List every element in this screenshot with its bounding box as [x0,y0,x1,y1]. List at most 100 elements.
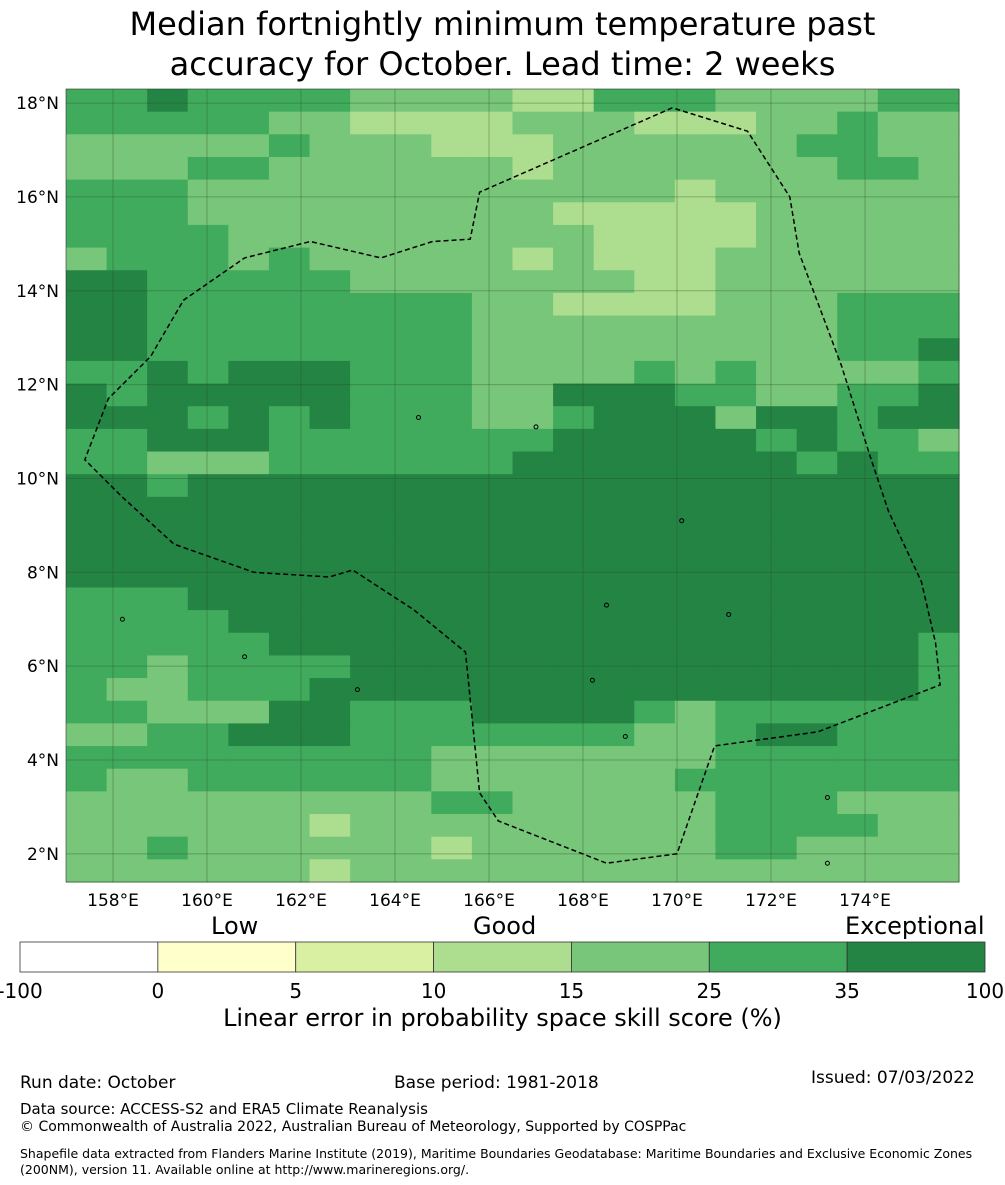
grid-cell [593,179,635,203]
grid-cell [228,632,270,657]
grid-cell [309,270,351,294]
grid-cell [593,655,635,679]
lat-tick-label: 6°N [27,657,59,677]
grid-cell [471,496,514,521]
grid-cell [756,723,798,747]
grid-cell [593,700,635,724]
grid-cell [918,451,960,475]
grid-cell [106,542,148,566]
grid-cell [106,723,148,747]
grid-cell [918,338,960,362]
grid-cell [187,746,229,770]
grid-cell [512,836,554,860]
grid-cell [877,496,920,521]
grid-cell [147,292,189,317]
grid-cell [634,610,676,634]
grid-cell [715,338,757,362]
grid-cell [674,474,717,498]
grid-cell [877,542,920,566]
grid-cell [228,836,270,860]
grid-cell [66,723,108,747]
colorbar-tick-label: 35 [834,979,859,1003]
eez-boundary [83,107,942,864]
grid-cell [309,814,351,838]
colorbar-heading-exceptional: Exceptional [845,912,985,940]
grid-cell [390,791,432,815]
grid-cell [756,655,798,679]
grid-cell [877,723,920,747]
data-source: Data source: ACCESS-S2 and ERA5 Climate … [20,1100,428,1118]
graticule [66,89,959,882]
grid-cell [390,428,432,453]
grid-cell [66,383,108,407]
longitude-labels: 158°E 160°E 162°E 164°E 166°E 168°E 170°E 172°E… [87,891,891,911]
grid-cell [837,428,879,453]
grid-cell [471,247,514,271]
grid-cell [837,496,879,521]
colorbar-tick-label: 25 [697,979,722,1003]
grid-cell [918,768,960,792]
grid-cell [512,292,554,317]
grid-cell [634,134,676,158]
grid-cell [350,247,392,271]
grid-cell [918,632,960,657]
grid-cell [512,655,554,679]
grid-cell [431,451,473,475]
grid-cell [431,134,473,158]
grid-cell [634,156,676,181]
grid-cell [512,111,554,135]
grid-cell [431,587,473,611]
grid-cell [390,678,432,702]
grid-cell [715,270,757,294]
grid-cell [837,111,879,135]
grid-cell [228,428,270,453]
chart-title-line2: accuracy for October. Lead time: 2 weeks [169,45,836,83]
grid-cell [390,610,432,634]
grid-cell [715,678,757,702]
grid-cell [268,292,311,317]
grid-cell [350,700,392,724]
grid-cell [147,587,189,611]
grid-cell [309,678,351,702]
grid-cell [837,179,879,203]
grid-cell [431,859,473,883]
grid-cell [837,564,879,589]
grid-cell [431,224,473,249]
colorbar-swatch [571,941,710,973]
grid-cell [553,428,595,453]
grid-cell [228,89,270,113]
grid-cell [471,202,514,226]
grid-cell [634,746,676,770]
grid-cell [268,406,311,430]
grid-cell [715,156,757,181]
grid-cell [512,134,554,158]
grid-cell [593,360,635,385]
grid-cell [674,247,717,271]
grid-cell [309,111,351,135]
grid-cell [593,292,635,317]
grid-cell [512,383,554,407]
grid-cell [106,859,148,883]
grid-cell [796,632,838,657]
grid-cell [309,89,351,113]
grid-cell [756,632,798,657]
grid-cell [350,224,392,249]
lon-tick-label: 174°E [839,891,891,911]
grid-cell [431,610,473,634]
grid-cell [390,859,432,883]
grid-cell [512,474,554,498]
grid-cell [715,700,757,724]
grid-cell [390,746,432,770]
grid-cell [147,678,189,702]
grid-cell [309,179,351,203]
grid-cell [553,814,595,838]
grid-cell [228,270,270,294]
grid-cell [634,338,676,362]
grid-cell [796,428,838,453]
latitude-labels: 18°N 16°N 14°N 12°N 10°N 8°N 6°N 4°N 2°N [16,94,59,865]
grid-cell [634,270,676,294]
lon-tick-label: 158°E [87,891,139,911]
grid-cell [756,134,798,158]
grid-cell [756,814,798,838]
grid-cell [106,791,148,815]
